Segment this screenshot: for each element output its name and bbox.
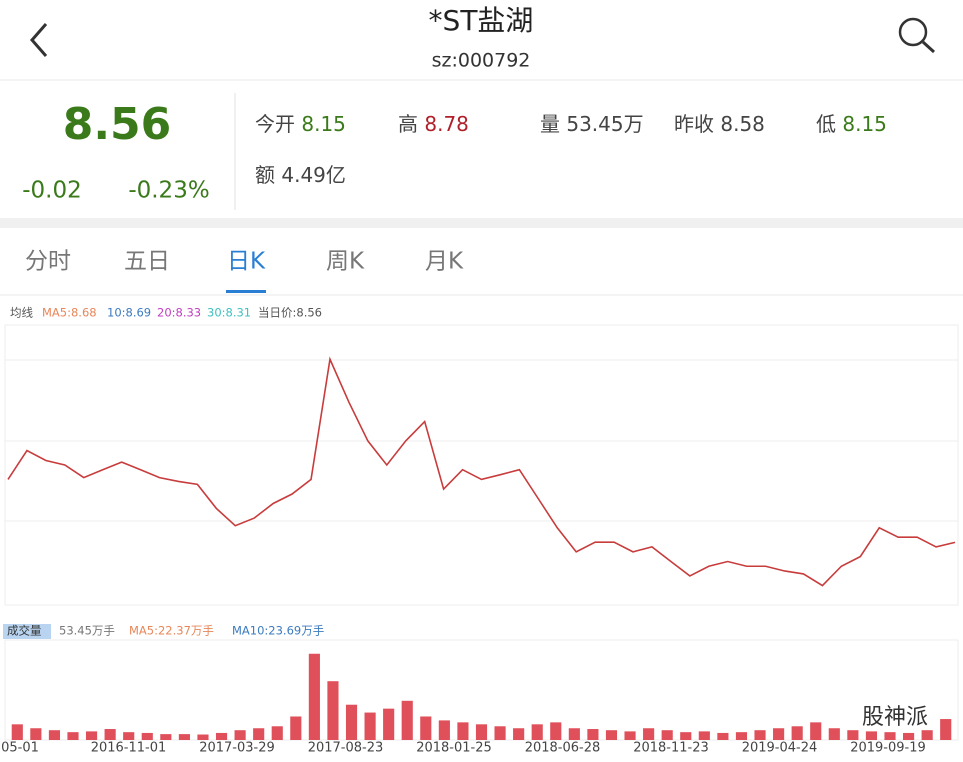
volume-bar	[345, 704, 358, 740]
watermark: 股神派	[862, 705, 928, 730]
volume-legend: 成交量	[7, 624, 42, 638]
separator	[0, 218, 963, 228]
x-tick-label: 2018-06-28	[525, 741, 601, 756]
tab[interactable]: 日K	[227, 249, 266, 275]
volume-bar	[568, 728, 580, 740]
volume-bar	[847, 730, 859, 740]
volume-bar	[290, 716, 302, 740]
x-tick-label: 2017-08-23	[308, 741, 384, 756]
volume-bar	[178, 734, 190, 740]
volume-bar	[383, 708, 395, 740]
price: 8.56	[63, 99, 172, 150]
volume-bar	[48, 730, 60, 740]
change: -0.02	[22, 178, 82, 204]
ma-legend: MA5:8.68	[42, 306, 97, 320]
x-tick-label: 2017-03-29	[199, 741, 275, 756]
volume-badge	[3, 624, 51, 639]
volume-bar	[624, 731, 636, 740]
volume-legend: MA10:23.69万手	[232, 624, 324, 638]
quote-field: 高 8.78	[398, 112, 469, 136]
tab[interactable]: 分时	[25, 249, 71, 275]
volume-bar	[884, 732, 896, 740]
volume-bar	[494, 726, 506, 740]
volume-bar	[141, 732, 153, 740]
volume-legend: MA5:22.37万手	[129, 624, 214, 638]
volume-bar	[215, 732, 228, 740]
volume-bar	[587, 729, 599, 740]
ma-legend: 10:8.69	[107, 306, 151, 320]
volume-bar	[30, 728, 42, 740]
ma-legend: 30:8.31	[207, 306, 251, 320]
price-frame	[4, 324, 959, 606]
volume-bar	[401, 700, 413, 740]
volume-bar	[271, 726, 283, 740]
volume-bar	[865, 731, 878, 740]
quote-field: 昨收 8.58	[674, 112, 765, 136]
quote-field: 今开 8.15	[255, 112, 346, 136]
x-tick-label: 2018-01-25	[416, 741, 492, 756]
tab[interactable]: 月K	[425, 249, 464, 275]
volume-bar	[643, 728, 655, 740]
volume-bar	[364, 712, 376, 740]
volume-bar	[234, 730, 246, 740]
volume-bar	[550, 722, 562, 740]
tab-indicator	[226, 290, 266, 293]
volume-bar	[680, 732, 692, 740]
quote-field: 量 53.45万	[540, 112, 644, 136]
ma-legend: 当日价:8.56	[258, 306, 322, 320]
volume-bar	[475, 724, 488, 740]
volume-bar	[735, 732, 748, 740]
stock-title: *ST盐湖	[429, 4, 534, 37]
volume-bar	[67, 732, 79, 740]
volume-bar	[457, 722, 469, 740]
tab[interactable]: 五日	[124, 249, 170, 275]
x-tick-label: 2016-11-01	[91, 741, 167, 756]
volume-bar	[754, 730, 766, 740]
volume-bar	[104, 729, 116, 740]
x-tick-label: 2019-09-19	[850, 741, 926, 756]
volume-bar	[513, 728, 525, 740]
volume-bar	[160, 734, 172, 740]
volume-legend: 53.45万手	[59, 624, 115, 638]
volume-bar	[531, 724, 543, 740]
ma-legend: 20:8.33	[157, 306, 201, 320]
change-pct: -0.23%	[128, 178, 209, 204]
volume-bar	[11, 724, 23, 740]
volume-bar	[940, 719, 952, 740]
volume-bar	[605, 730, 618, 740]
volume-bar	[903, 732, 915, 740]
volume-bar	[828, 728, 840, 740]
volume-bar	[773, 728, 785, 740]
quote-field: 低 8.15	[816, 112, 887, 136]
x-tick-label: 05-01	[1, 741, 39, 756]
x-tick-label: 2018-11-23	[633, 741, 709, 756]
volume-bar	[438, 720, 450, 740]
volume-bar	[810, 722, 822, 740]
volume-bar	[921, 730, 933, 740]
volume-bar	[253, 728, 265, 740]
volume-bar	[327, 681, 339, 740]
volume-bar	[420, 716, 432, 740]
volume-bar	[197, 734, 209, 740]
price-line	[7, 356, 956, 587]
volume-bar	[123, 732, 135, 740]
ma-legend: 均线	[10, 306, 33, 320]
volume-bar	[791, 726, 803, 740]
quote-field: 额 4.49亿	[255, 163, 346, 187]
search-button[interactable]	[898, 17, 936, 54]
stock-code: sz:000792	[432, 50, 531, 72]
back-button[interactable]	[30, 23, 48, 57]
volume-bar	[85, 731, 98, 740]
x-tick-label: 2019-04-24	[742, 741, 818, 756]
volume-bar	[661, 730, 673, 740]
volume-bar	[717, 732, 729, 740]
volume-bar	[308, 653, 320, 740]
volume-bar	[698, 731, 710, 740]
tab[interactable]: 周K	[326, 249, 365, 275]
